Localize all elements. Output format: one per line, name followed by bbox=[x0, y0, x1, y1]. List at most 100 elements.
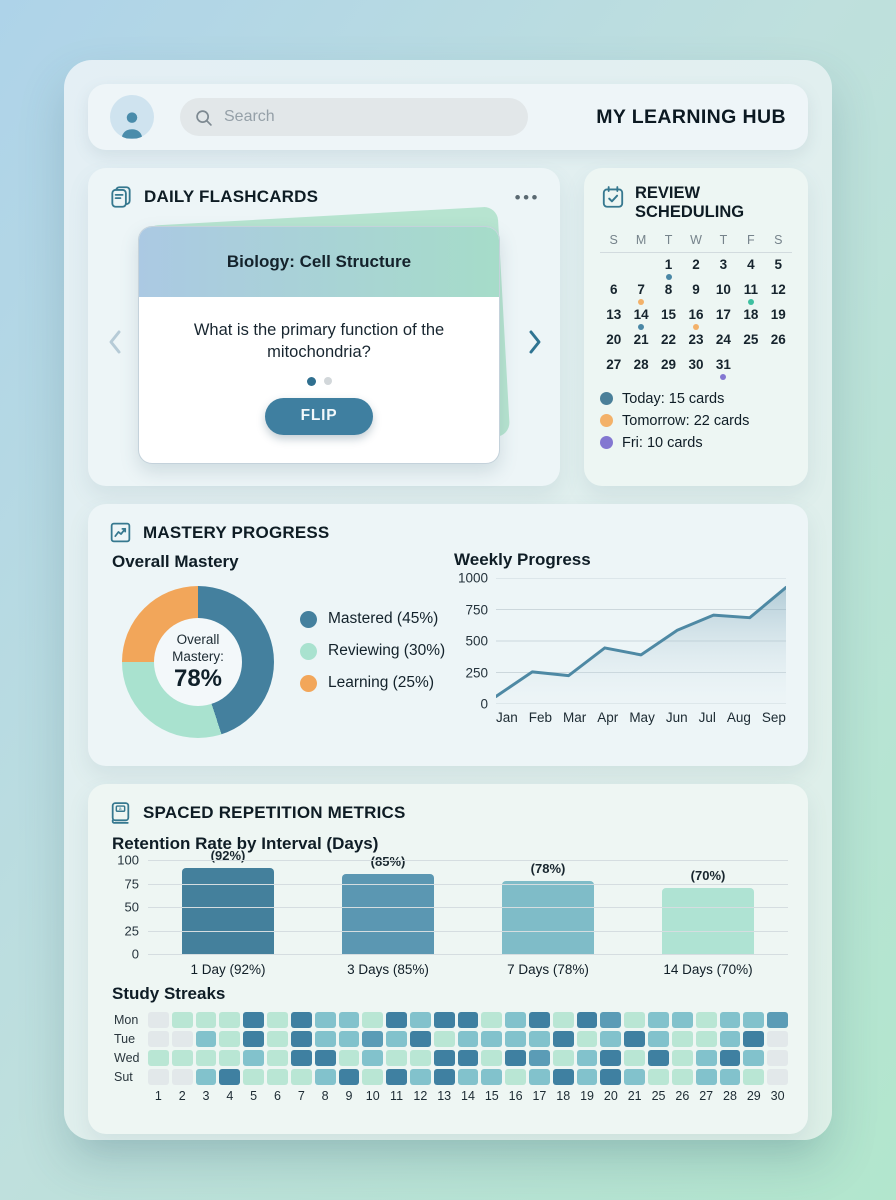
legend-dot bbox=[600, 392, 613, 406]
pagination-dot[interactable] bbox=[306, 376, 316, 386]
calendar-day[interactable]: 2 bbox=[682, 257, 709, 282]
calendar-day[interactable]: 11 bbox=[737, 282, 764, 307]
calendar-day-number: 3 bbox=[719, 256, 728, 272]
calendar-day[interactable]: 30 bbox=[682, 357, 709, 382]
calendar-day[interactable]: 29 bbox=[655, 357, 682, 382]
search-icon bbox=[196, 109, 212, 126]
heatmap-col-label: 9 bbox=[345, 1089, 353, 1103]
bar-value-label: (92%) bbox=[210, 847, 246, 863]
heatmap-cell bbox=[600, 1012, 622, 1028]
bar-value-label: (85%) bbox=[370, 854, 406, 870]
calendar-day-number: 2 bbox=[692, 256, 700, 272]
x-tick-label: May bbox=[629, 710, 655, 725]
legend-dot bbox=[300, 674, 317, 692]
x-tick-label: Jul bbox=[698, 710, 716, 725]
flashcard-question: What is the primary function of the mito… bbox=[193, 321, 445, 362]
legend-dot bbox=[600, 414, 613, 428]
heatmap-cell bbox=[481, 1012, 503, 1028]
search-bar[interactable] bbox=[180, 98, 528, 136]
calendar-day[interactable]: 18 bbox=[737, 307, 764, 332]
review-header: REVIEW SCHEDULING bbox=[600, 184, 792, 223]
heatmap-cell bbox=[529, 1031, 550, 1047]
heatmap-row: Tue bbox=[112, 1031, 788, 1047]
calendar-day[interactable]: 23 bbox=[682, 332, 709, 357]
weekly-progress-chart: 1000 750 500 250 0 Jan Feb Mar Apr May Jun Jul Aug S… bbox=[454, 571, 788, 725]
calendar-day[interactable]: 20 bbox=[600, 332, 627, 357]
flashcard[interactable]: Biology: Cell Structure What is the prim… bbox=[138, 226, 500, 464]
heatmap-cell bbox=[481, 1050, 503, 1066]
mastery-legend: Mastered (45%) Reviewing (30%) Learning (2… bbox=[300, 610, 445, 692]
calendar-day[interactable]: 7 bbox=[627, 282, 654, 307]
heatmap-cell bbox=[529, 1069, 550, 1085]
heatmap-cell bbox=[767, 1050, 788, 1066]
calendar-day[interactable]: 6 bbox=[600, 282, 627, 307]
heatmap-cell bbox=[552, 1069, 574, 1085]
calendar-day-number: 18 bbox=[743, 306, 759, 322]
calendar-day-number: 25 bbox=[743, 331, 759, 347]
calendar-day[interactable]: 16 bbox=[682, 307, 709, 332]
calendar-day[interactable]: 10 bbox=[710, 282, 737, 307]
calendar-day[interactable]: 5 bbox=[765, 257, 792, 282]
gridline bbox=[148, 930, 788, 932]
bar-category-label: 14 Days (70%) bbox=[663, 962, 753, 977]
heatmap-col-label: 17 bbox=[532, 1089, 547, 1103]
heatmap-cell bbox=[505, 1050, 527, 1066]
prev-card-button[interactable] bbox=[104, 326, 128, 358]
calendar-day[interactable]: 17 bbox=[710, 307, 737, 332]
x-tick-label: Feb bbox=[528, 710, 553, 725]
retention-chart-title: Retention Rate by Interval (Days) bbox=[112, 834, 379, 853]
gridline bbox=[148, 954, 788, 955]
pagination-dot[interactable] bbox=[323, 377, 332, 386]
calendar-day[interactable]: 28 bbox=[627, 357, 654, 382]
heatmap-cell bbox=[767, 1069, 788, 1085]
heatmap-cell bbox=[552, 1031, 574, 1047]
calendar-day-dot bbox=[665, 274, 672, 281]
calendar-day[interactable]: 12 bbox=[765, 282, 792, 307]
heatmap-col-label: 8 bbox=[321, 1089, 329, 1103]
heatmap-cell bbox=[314, 1012, 336, 1028]
calendar-day[interactable]: 21 bbox=[627, 332, 654, 357]
bar-slot: (92%) bbox=[148, 848, 308, 954]
calendar-day[interactable]: 31 bbox=[710, 357, 737, 382]
calendar-day[interactable]: 25 bbox=[737, 332, 764, 357]
heatmap-col-label: 4 bbox=[226, 1089, 234, 1103]
calendar-day[interactable]: 19 bbox=[765, 307, 792, 332]
heatmap-cell bbox=[219, 1031, 241, 1047]
calendar-day[interactable]: 26 bbox=[765, 332, 792, 357]
review-title: REVIEW SCHEDULING bbox=[635, 184, 745, 222]
calendar-day[interactable]: 14 bbox=[627, 307, 654, 332]
next-card-button[interactable] bbox=[522, 326, 546, 358]
heatmap-cell bbox=[433, 1069, 455, 1085]
daily-flashcards-card: DAILY FLASHCARDS ••• Biology: Cell Struc… bbox=[88, 168, 560, 486]
flashcards-menu-button[interactable]: ••• bbox=[514, 187, 540, 207]
calendar-day[interactable]: 22 bbox=[655, 332, 682, 357]
heatmap-cell bbox=[648, 1012, 669, 1028]
calendar-day-number: 17 bbox=[715, 306, 731, 322]
y-tick-label: 100 bbox=[117, 852, 139, 868]
y-tick-label: 50 bbox=[124, 899, 139, 915]
calendar-day-number: 23 bbox=[688, 331, 704, 347]
calendar-day[interactable]: 1 bbox=[655, 257, 682, 282]
heatmap-cell bbox=[695, 1031, 717, 1047]
calendar-day[interactable]: 9 bbox=[682, 282, 709, 307]
calendar-day[interactable]: 27 bbox=[600, 357, 627, 382]
calendar-day[interactable]: 24 bbox=[710, 332, 737, 357]
bar bbox=[502, 880, 594, 954]
heatmap-cell bbox=[409, 1069, 431, 1085]
flip-button[interactable]: FLIP bbox=[265, 397, 373, 435]
avatar[interactable] bbox=[110, 95, 154, 139]
search-input[interactable] bbox=[222, 107, 514, 127]
calendar-day[interactable]: 4 bbox=[737, 257, 764, 282]
heatmap-col-label: 28 bbox=[723, 1089, 737, 1103]
calendar-day[interactable]: 3 bbox=[710, 257, 737, 282]
legend-label: Tomorrow: 22 cards bbox=[622, 412, 750, 429]
heatmap-cell bbox=[386, 1050, 407, 1066]
heatmap-cell bbox=[314, 1050, 336, 1066]
heatmap-cell bbox=[386, 1069, 407, 1085]
calendar-day[interactable]: 8 bbox=[655, 282, 682, 307]
heatmap-col-label: 25 bbox=[651, 1089, 666, 1103]
heatmap-col-label: 1 bbox=[154, 1089, 162, 1103]
calendar-day[interactable]: 13 bbox=[600, 307, 627, 332]
calendar-empty-cell bbox=[737, 357, 764, 382]
calendar-day[interactable]: 15 bbox=[655, 307, 682, 332]
